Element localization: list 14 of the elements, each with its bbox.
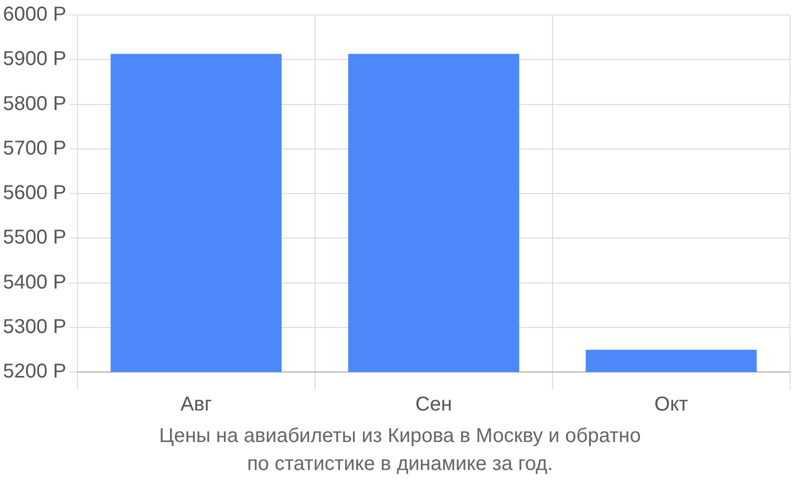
x-tick-label: Авг xyxy=(180,394,212,416)
x-tick-label: Окт xyxy=(654,394,688,416)
y-tick-label: 5300 Р xyxy=(3,316,66,338)
y-tick-label: 5800 Р xyxy=(3,92,66,115)
y-tick-label: 5400 Р xyxy=(3,271,66,294)
y-tick-label: 6000 Р xyxy=(3,4,66,26)
y-tick-label: 5200 Р xyxy=(3,360,66,383)
y-tick-label: 5700 Р xyxy=(3,137,66,160)
text: по статистике в динамике за год. xyxy=(246,452,554,477)
y-tick-label: 5500 Р xyxy=(3,226,66,249)
x-tick-label: Сен xyxy=(415,394,452,416)
text: Цены на авиабилеты из Кирова в Москву и обратно xyxy=(158,424,642,449)
y-tick-label: 5900 Р xyxy=(3,48,66,70)
y-tick-label: 5600 Р xyxy=(3,182,66,204)
